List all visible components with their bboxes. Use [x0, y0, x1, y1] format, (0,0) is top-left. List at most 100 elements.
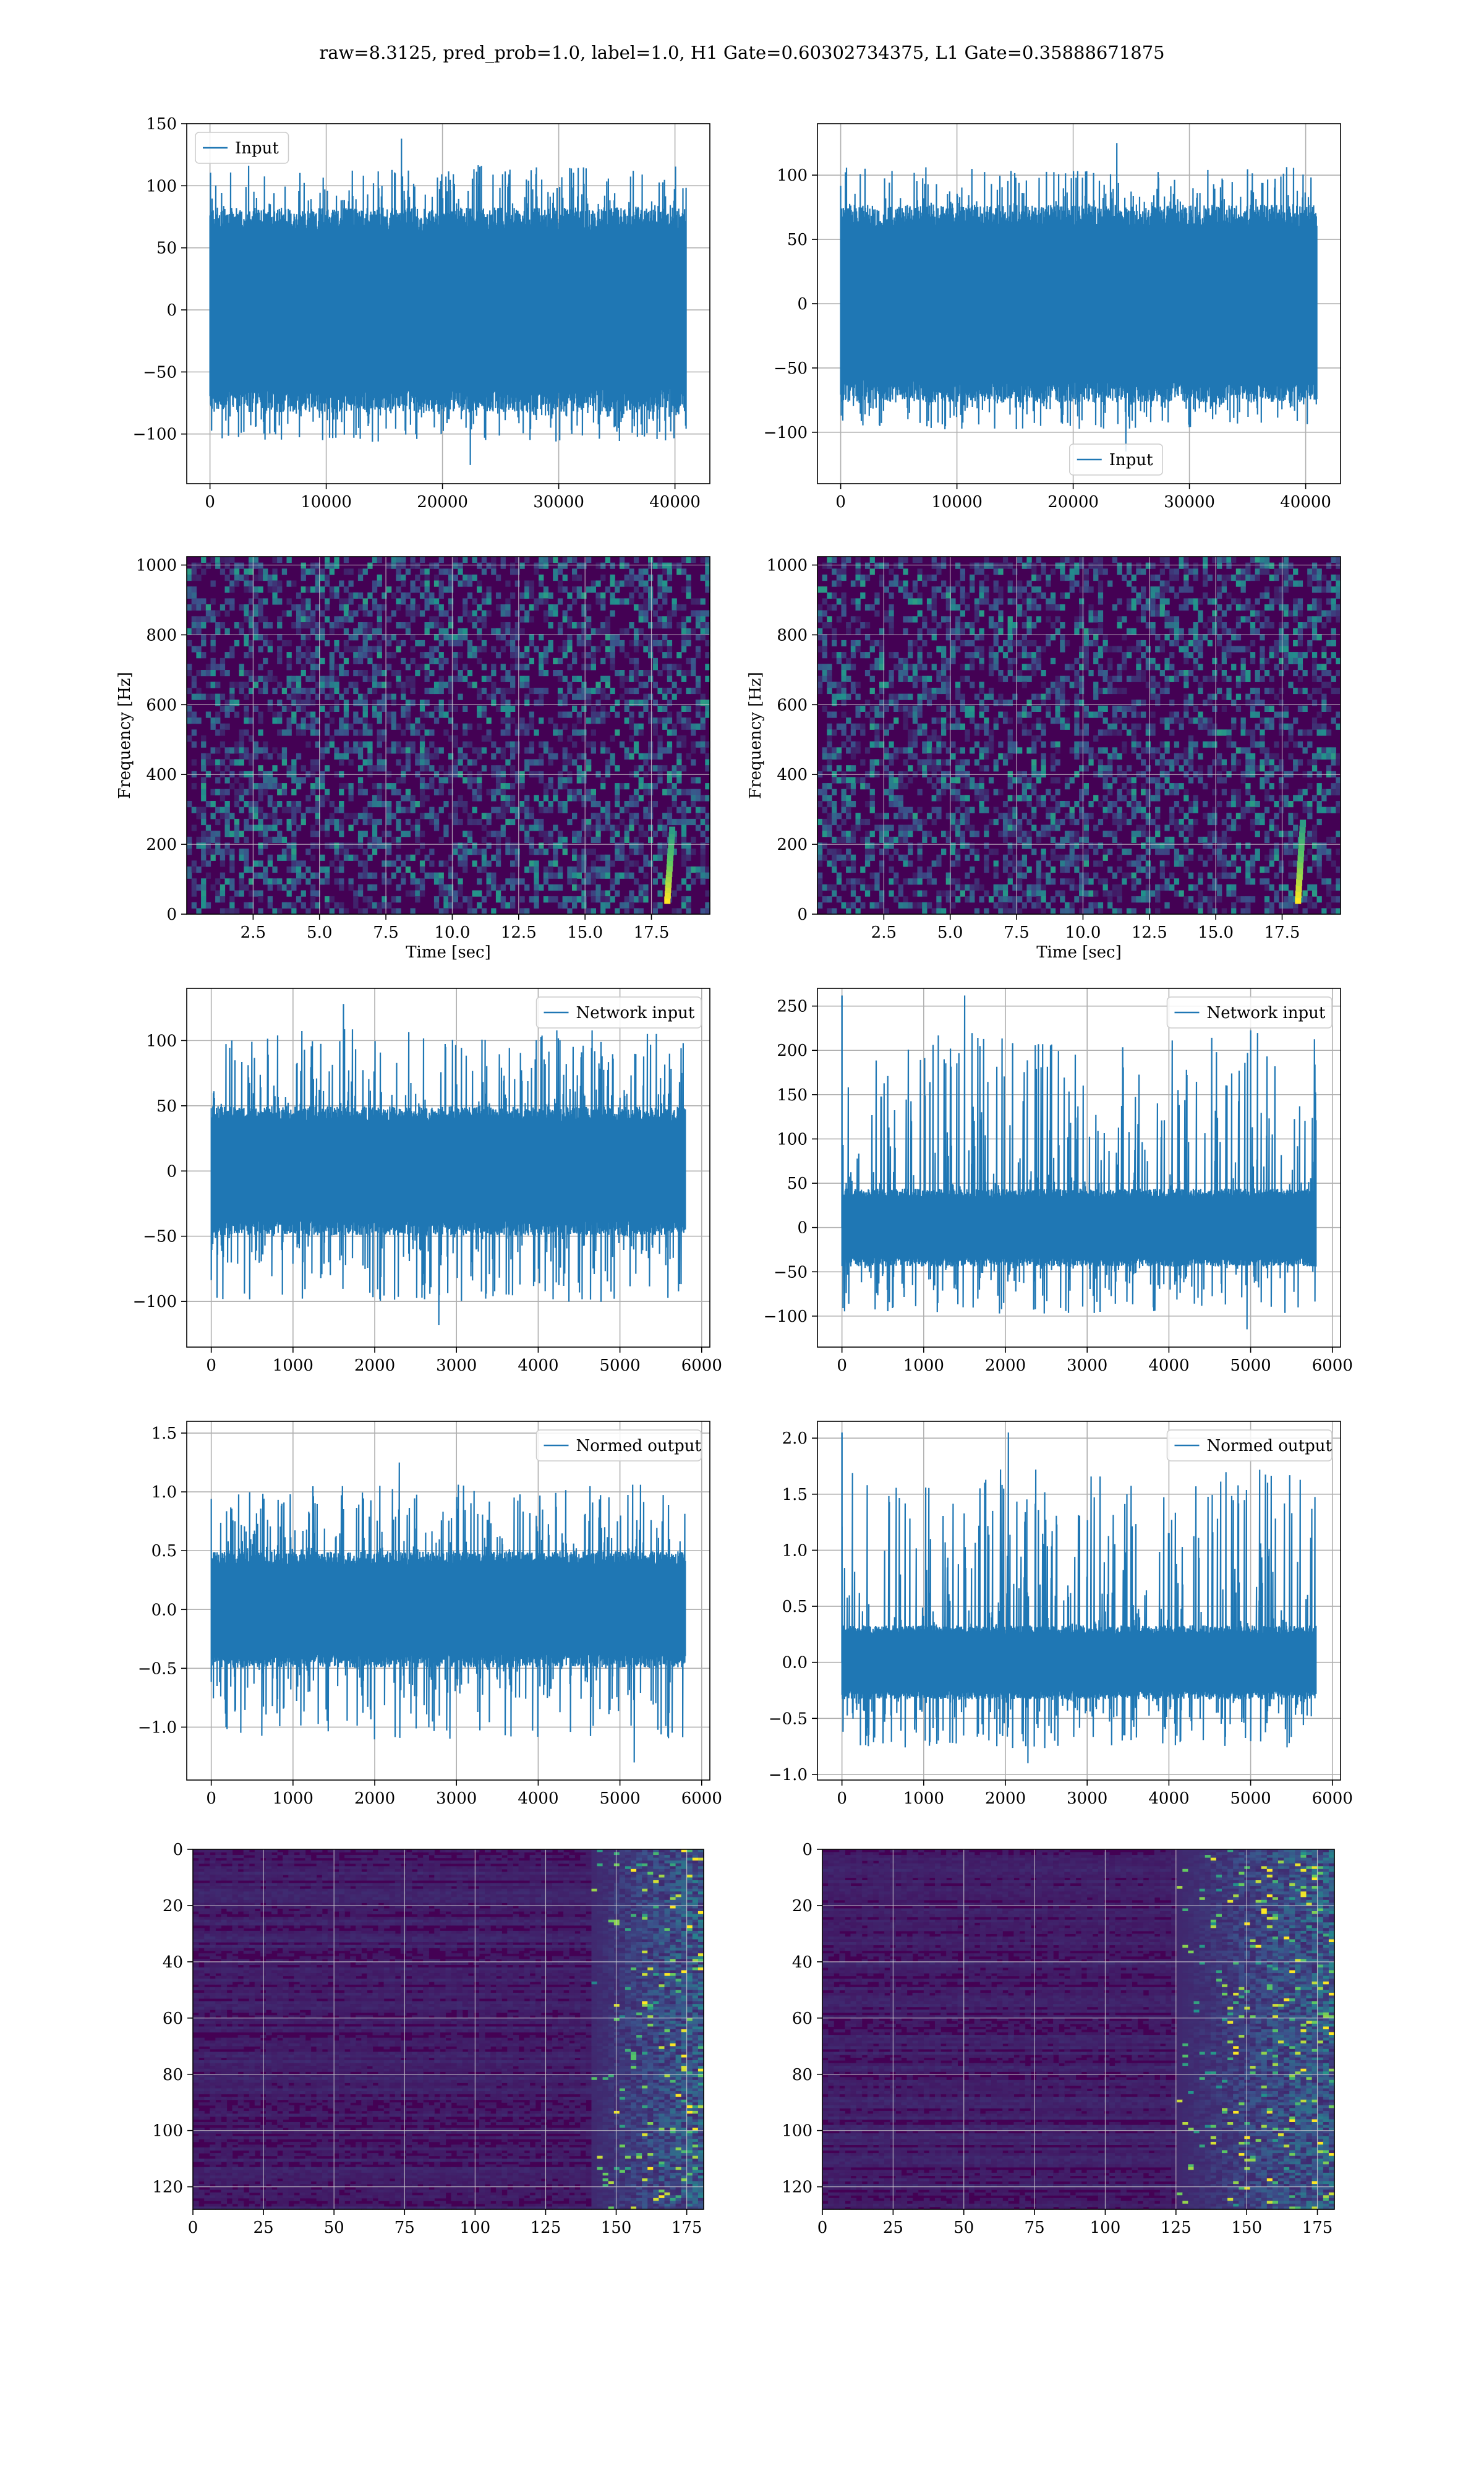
heatmap-cell: [1198, 765, 1203, 771]
heatmap-cell: [334, 557, 339, 563]
heatmap-cell: [653, 878, 658, 884]
heatmap-cell: [1293, 717, 1298, 724]
heatmap-cell: [918, 676, 923, 682]
heatmap-cell: [1169, 664, 1174, 670]
heatmap-cell: [544, 593, 548, 599]
heatmap-cell: [439, 860, 444, 867]
heatmap-cell: [856, 568, 861, 575]
x-tick-label: 20000: [417, 493, 468, 511]
heatmap-cell: [263, 878, 268, 884]
heatmap-cell: [305, 795, 310, 801]
heatmap-cell: [605, 557, 610, 563]
heatmap-cell: [377, 652, 382, 658]
heatmap-cell: [234, 742, 239, 748]
heatmap-cell: [600, 604, 605, 610]
heatmap-cell: [234, 747, 239, 753]
heatmap-cell: [396, 807, 401, 813]
heatmap-cell: [610, 652, 615, 658]
heatmap-cell: [874, 664, 879, 670]
heatmap-cell: [1260, 646, 1264, 653]
heatmap-cell: [453, 807, 458, 813]
heatmap-cell: [1107, 783, 1112, 789]
heatmap-cell: [558, 598, 563, 604]
heatmap-cell: [301, 873, 306, 879]
heatmap-cell: [922, 622, 927, 628]
heatmap-cell: [277, 753, 282, 760]
heatmap-cell: [1093, 652, 1098, 658]
heatmap-cell: [1321, 610, 1326, 617]
heatmap-cell: [563, 747, 568, 753]
heatmap-cell: [648, 860, 653, 867]
heatmap-cell: [558, 670, 563, 676]
heatmap-cell: [620, 598, 625, 604]
heatmap-cell: [1160, 586, 1165, 593]
heatmap-cell: [1122, 706, 1127, 712]
heatmap-cell: [832, 593, 837, 599]
heatmap-cell: [534, 825, 539, 831]
heatmap-cell: [472, 646, 477, 653]
heatmap-cell: [539, 884, 544, 891]
heatmap-cell: [653, 664, 658, 670]
heatmap-cell: [960, 765, 965, 771]
heatmap-cell: [330, 628, 335, 635]
heatmap-cell: [515, 658, 520, 664]
heatmap-cell: [898, 676, 903, 682]
heatmap-cell: [657, 902, 662, 909]
heatmap-cell: [396, 646, 401, 653]
heatmap-cell: [581, 891, 586, 897]
heatmap-cell: [239, 575, 244, 581]
y-axis-label: Frequency [Hz]: [116, 672, 134, 799]
heatmap-cell: [581, 622, 586, 628]
heatmap-cell: [377, 628, 382, 635]
heatmap-cell: [291, 789, 296, 795]
heatmap-cell: [1022, 789, 1027, 795]
heatmap-cell: [349, 581, 354, 587]
heatmap-cell: [676, 622, 681, 628]
heatmap-cell: [472, 789, 477, 795]
heatmap-cell: [648, 598, 653, 604]
heatmap-cell: [377, 610, 382, 617]
heatmap-cell: [950, 795, 955, 801]
heatmap-cell: [515, 622, 520, 628]
heatmap-cell: [296, 753, 301, 760]
heatmap-cell: [701, 610, 706, 617]
heatmap-cell: [239, 795, 244, 801]
heatmap-cell: [349, 760, 354, 766]
heatmap-cell: [296, 658, 301, 664]
heatmap-cell: [653, 622, 658, 628]
heatmap-cell: [600, 688, 605, 694]
heatmap-cell: [553, 860, 558, 867]
heatmap-cell: [1203, 717, 1208, 724]
heatmap-cell: [367, 753, 372, 760]
heatmap-cell: [448, 777, 453, 783]
heatmap-cell: [239, 688, 244, 694]
heatmap-cell: [827, 688, 832, 694]
heatmap-cell: [691, 789, 696, 795]
x-tick-label: 0: [835, 493, 846, 511]
heatmap-cell: [1331, 598, 1336, 604]
heatmap-cell: [1079, 664, 1084, 670]
heatmap-cell: [955, 563, 960, 569]
heatmap-cell: [832, 640, 837, 646]
heatmap-cell: [1046, 604, 1051, 610]
heatmap-cell: [860, 575, 865, 581]
heatmap-cell: [534, 878, 539, 884]
heatmap-cell: [846, 628, 851, 635]
heatmap-cell: [1264, 568, 1269, 575]
heatmap-cell: [234, 891, 239, 897]
heatmap-cell: [220, 891, 225, 897]
heatmap-cell: [434, 682, 439, 688]
heatmap-cell: [277, 801, 282, 807]
heatmap-cell: [524, 682, 529, 688]
heatmap-cell: [272, 765, 277, 771]
heatmap-cell: [377, 640, 382, 646]
heatmap-cell: [282, 902, 287, 909]
heatmap-cell: [936, 742, 941, 748]
heatmap-cell: [600, 908, 605, 914]
heatmap-cell: [936, 795, 941, 801]
heatmap-cell: [639, 593, 644, 599]
heatmap-cell: [657, 604, 662, 610]
heatmap-cell: [529, 724, 534, 730]
heatmap-cell: [1026, 604, 1031, 610]
heatmap-cell: [429, 712, 434, 718]
